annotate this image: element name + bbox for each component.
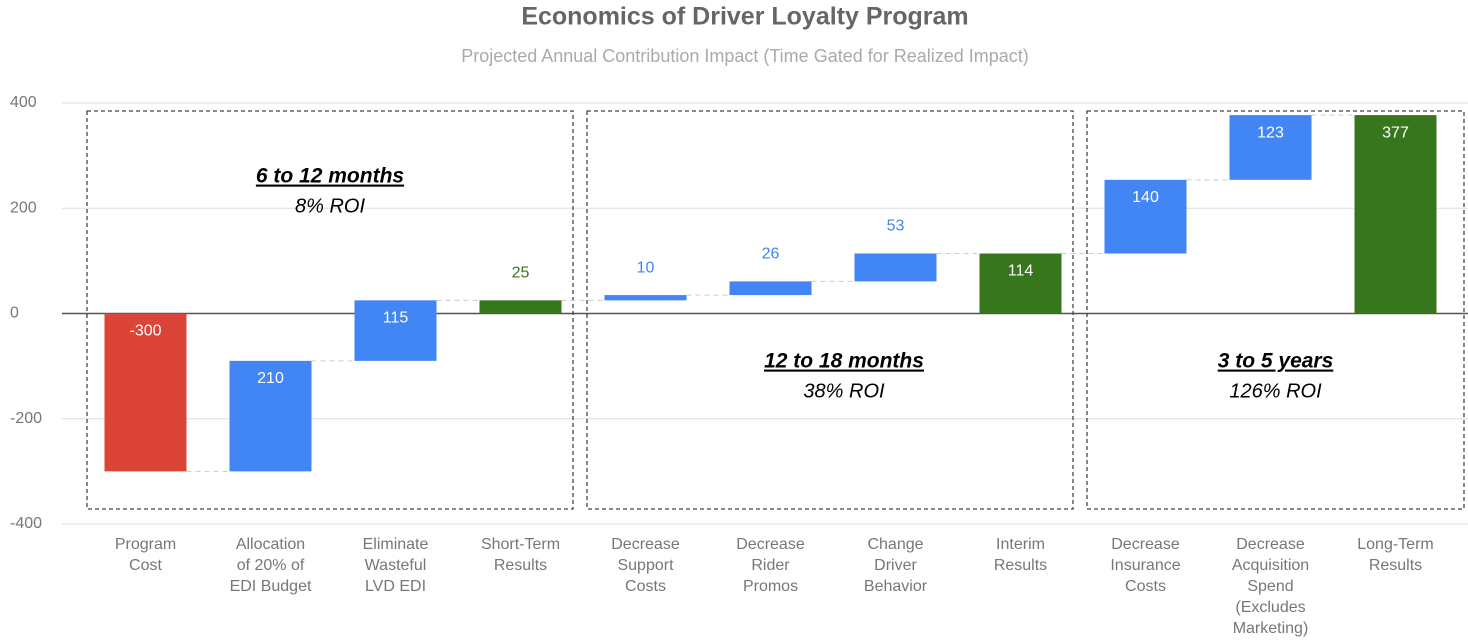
- bar: [979, 253, 1062, 314]
- annotation-text: 126% ROI: [1229, 380, 1322, 402]
- y-tick-label: -200: [10, 410, 42, 427]
- x-tick-label: Decrease Support Costs: [611, 536, 680, 595]
- x-tick-label: Program Cost: [114, 536, 177, 574]
- y-tick-label: 0: [10, 305, 19, 322]
- annotation-text: 38% ROI: [803, 380, 885, 402]
- data-label: -300: [129, 323, 161, 340]
- bar: [479, 300, 562, 314]
- x-tick-label: Interim Results: [993, 536, 1048, 574]
- data-label: 123: [1257, 124, 1284, 141]
- bar: [604, 295, 687, 301]
- y-tick-label: 400: [10, 94, 37, 111]
- period-box: [1086, 110, 1465, 510]
- data-label: 10: [637, 259, 655, 276]
- annotation-title: 12 to 18 months: [764, 350, 924, 373]
- bar: [229, 360, 312, 472]
- data-label: 210: [257, 370, 284, 387]
- bar: [104, 313, 187, 472]
- x-tick-label: Eliminate Wasteful LVD EDI: [362, 536, 429, 595]
- y-tick-label: 200: [10, 199, 37, 216]
- y-tick-label: -400: [10, 515, 42, 532]
- data-label: 377: [1382, 124, 1409, 141]
- x-tick-label: Allocation of 20% of EDI Budget: [229, 536, 312, 595]
- x-tick-label: Short-Term Results: [480, 536, 561, 574]
- period-box: [586, 110, 1074, 510]
- bar: [854, 253, 937, 282]
- data-label: 53: [887, 218, 905, 235]
- x-tick-label: Change Driver Behavior: [863, 536, 928, 595]
- x-tick-label: Decrease Acquisition Spend (Excludes Mar…: [1231, 536, 1310, 637]
- data-label: 114: [1008, 263, 1034, 280]
- bar: [1104, 179, 1187, 254]
- x-tick-label: Long-Term Results: [1357, 536, 1434, 574]
- bar: [354, 300, 437, 361]
- bar: [1229, 115, 1312, 180]
- period-box: [86, 110, 574, 510]
- data-label: 115: [383, 310, 409, 327]
- annotation-title: 3 to 5 years: [1218, 350, 1334, 373]
- data-label: 26: [762, 246, 780, 263]
- chart-subtitle: Projected Annual Contribution Impact (Ti…: [461, 46, 1029, 66]
- x-tick-label: Decrease Insurance Costs: [1110, 536, 1181, 595]
- x-tick-label: Decrease Rider Promos: [736, 536, 805, 595]
- data-label: 25: [512, 265, 530, 282]
- annotation-text: 8% ROI: [295, 195, 365, 217]
- chart-title: Economics of Driver Loyalty Program: [521, 3, 968, 31]
- bar: [1354, 115, 1437, 314]
- data-label: 140: [1132, 189, 1159, 206]
- annotation-title: 6 to 12 months: [256, 165, 404, 188]
- bar: [729, 281, 812, 296]
